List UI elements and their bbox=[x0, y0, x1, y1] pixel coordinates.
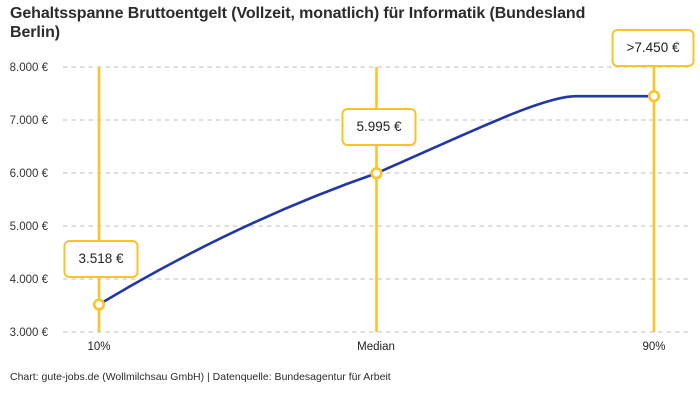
y-axis-tick-label: 5.000 € bbox=[10, 221, 49, 233]
chart-source-attribution: Chart: gute-jobs.de (Wollmilchsau GmbH) … bbox=[10, 371, 391, 383]
data-point-marker bbox=[92, 298, 106, 311]
value-label-median: 5.995 € bbox=[341, 108, 417, 146]
data-point-marker bbox=[647, 90, 661, 103]
x-axis-tick-median: Median bbox=[357, 341, 395, 353]
data-point-marker bbox=[370, 167, 383, 180]
y-axis-tick-label: 3.000 € bbox=[10, 327, 49, 339]
y-axis-tick-label: 8.000 € bbox=[10, 62, 49, 74]
value-label-10th-percentile: 3.518 € bbox=[63, 240, 139, 278]
y-axis-tick-label: 6.000 € bbox=[10, 168, 49, 180]
value-label-90th-percentile: >7.450 € bbox=[611, 29, 695, 67]
chart-title: Gehaltsspanne Bruttoentgelt (Vollzeit, m… bbox=[10, 5, 586, 42]
x-axis-tick-10th-percentile: 10% bbox=[87, 341, 111, 353]
y-axis-tick-label: 7.000 € bbox=[10, 115, 49, 127]
x-axis-tick-90th-percentile: 90% bbox=[642, 341, 666, 353]
y-axis-tick-label: 4.000 € bbox=[10, 274, 49, 286]
